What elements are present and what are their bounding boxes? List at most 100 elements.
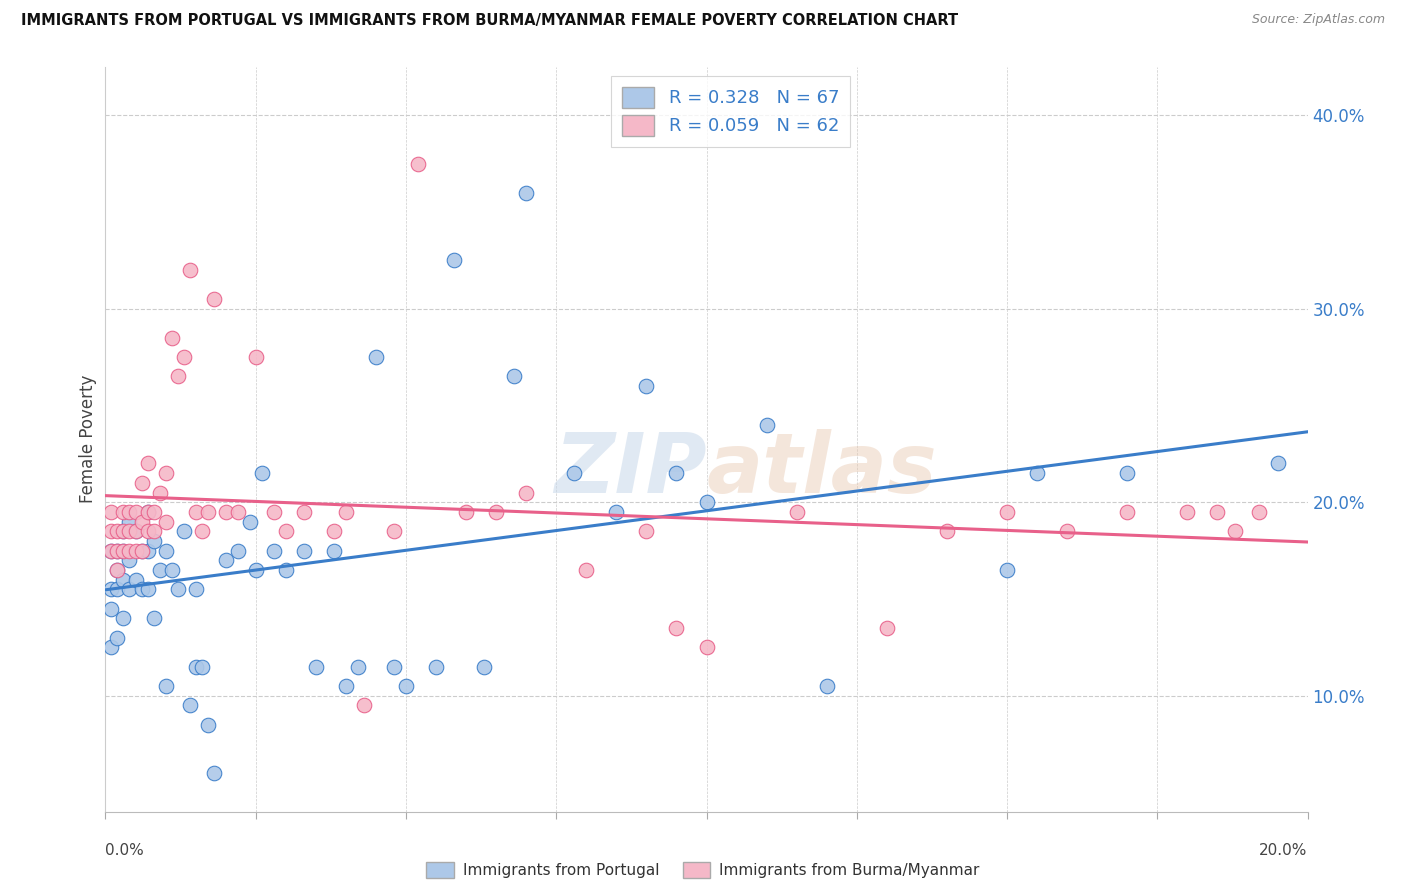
Point [184, 505, 207, 519]
Point [148, 563, 170, 577]
Point [214, 553, 236, 567]
Text: Source: ZipAtlas.com: Source: ZipAtlas.com [1251, 13, 1385, 27]
Point [1249, 505, 1271, 519]
Point [184, 659, 207, 673]
Point [364, 350, 387, 364]
Point [124, 573, 146, 587]
Point [107, 631, 129, 645]
Point [100, 505, 122, 519]
Point [118, 582, 141, 597]
Text: IMMIGRANTS FROM PORTUGAL VS IMMIGRANTS FROM BURMA/MYANMAR FEMALE POVERTY CORRELA: IMMIGRANTS FROM PORTUGAL VS IMMIGRANTS F… [21, 13, 959, 29]
Point [148, 485, 170, 500]
Point [995, 505, 1018, 519]
Point [124, 505, 146, 519]
Point [382, 659, 405, 673]
Point [179, 263, 201, 277]
Point [124, 543, 146, 558]
Point [112, 573, 135, 587]
Point [1056, 524, 1078, 539]
Point [142, 505, 165, 519]
Point [131, 475, 153, 490]
Point [155, 543, 177, 558]
Point [226, 543, 249, 558]
Point [155, 679, 177, 693]
Point [142, 524, 165, 539]
Point [100, 524, 122, 539]
Point [245, 350, 267, 364]
Point [118, 515, 141, 529]
Point [131, 543, 153, 558]
Point [197, 505, 219, 519]
Point [112, 611, 135, 625]
Point [335, 505, 357, 519]
Point [665, 466, 688, 480]
Point [136, 524, 159, 539]
Point [696, 495, 718, 509]
Point [1116, 466, 1139, 480]
Point [202, 292, 225, 306]
Point [107, 563, 129, 577]
Point [305, 659, 328, 673]
Point [124, 524, 146, 539]
Point [503, 369, 526, 384]
Text: 0.0%: 0.0% [105, 843, 145, 858]
Point [100, 543, 122, 558]
Point [395, 679, 418, 693]
Point [131, 543, 153, 558]
Point [136, 505, 159, 519]
Point [173, 524, 195, 539]
Point [250, 466, 273, 480]
Point [239, 515, 262, 529]
Point [160, 563, 183, 577]
Point [292, 543, 315, 558]
Point [322, 543, 344, 558]
Point [876, 621, 898, 635]
Point [100, 601, 122, 615]
Point [136, 543, 159, 558]
Point [100, 640, 122, 655]
Text: 20.0%: 20.0% [1260, 843, 1308, 858]
Y-axis label: Female Poverty: Female Poverty [79, 376, 97, 503]
Point [166, 582, 188, 597]
Point [131, 582, 153, 597]
Point [636, 379, 658, 393]
Point [112, 543, 135, 558]
Point [100, 582, 122, 597]
Point [936, 524, 959, 539]
Point [1206, 505, 1229, 519]
Point [112, 524, 135, 539]
Point [179, 698, 201, 713]
Point [112, 505, 135, 519]
Point [118, 553, 141, 567]
Point [636, 524, 658, 539]
Point [292, 505, 315, 519]
Legend: R = 0.328   N = 67, R = 0.059   N = 62: R = 0.328 N = 67, R = 0.059 N = 62 [612, 76, 851, 146]
Point [515, 485, 537, 500]
Point [575, 563, 598, 577]
Point [274, 524, 297, 539]
Point [995, 563, 1018, 577]
Point [202, 766, 225, 780]
Point [136, 457, 159, 471]
Point [1026, 466, 1049, 480]
Point [274, 563, 297, 577]
Point [166, 369, 188, 384]
Point [107, 524, 129, 539]
Point [100, 543, 122, 558]
Point [815, 679, 838, 693]
Point [1175, 505, 1198, 519]
Point [190, 524, 212, 539]
Point [322, 524, 344, 539]
Point [562, 466, 585, 480]
Point [118, 543, 141, 558]
Point [755, 417, 778, 432]
Point [142, 611, 165, 625]
Point [263, 543, 285, 558]
Point [515, 186, 537, 200]
Point [226, 505, 249, 519]
Point [1267, 457, 1289, 471]
Point [245, 563, 267, 577]
Legend: Immigrants from Portugal, Immigrants from Burma/Myanmar: Immigrants from Portugal, Immigrants fro… [420, 856, 986, 884]
Point [160, 331, 183, 345]
Point [335, 679, 357, 693]
